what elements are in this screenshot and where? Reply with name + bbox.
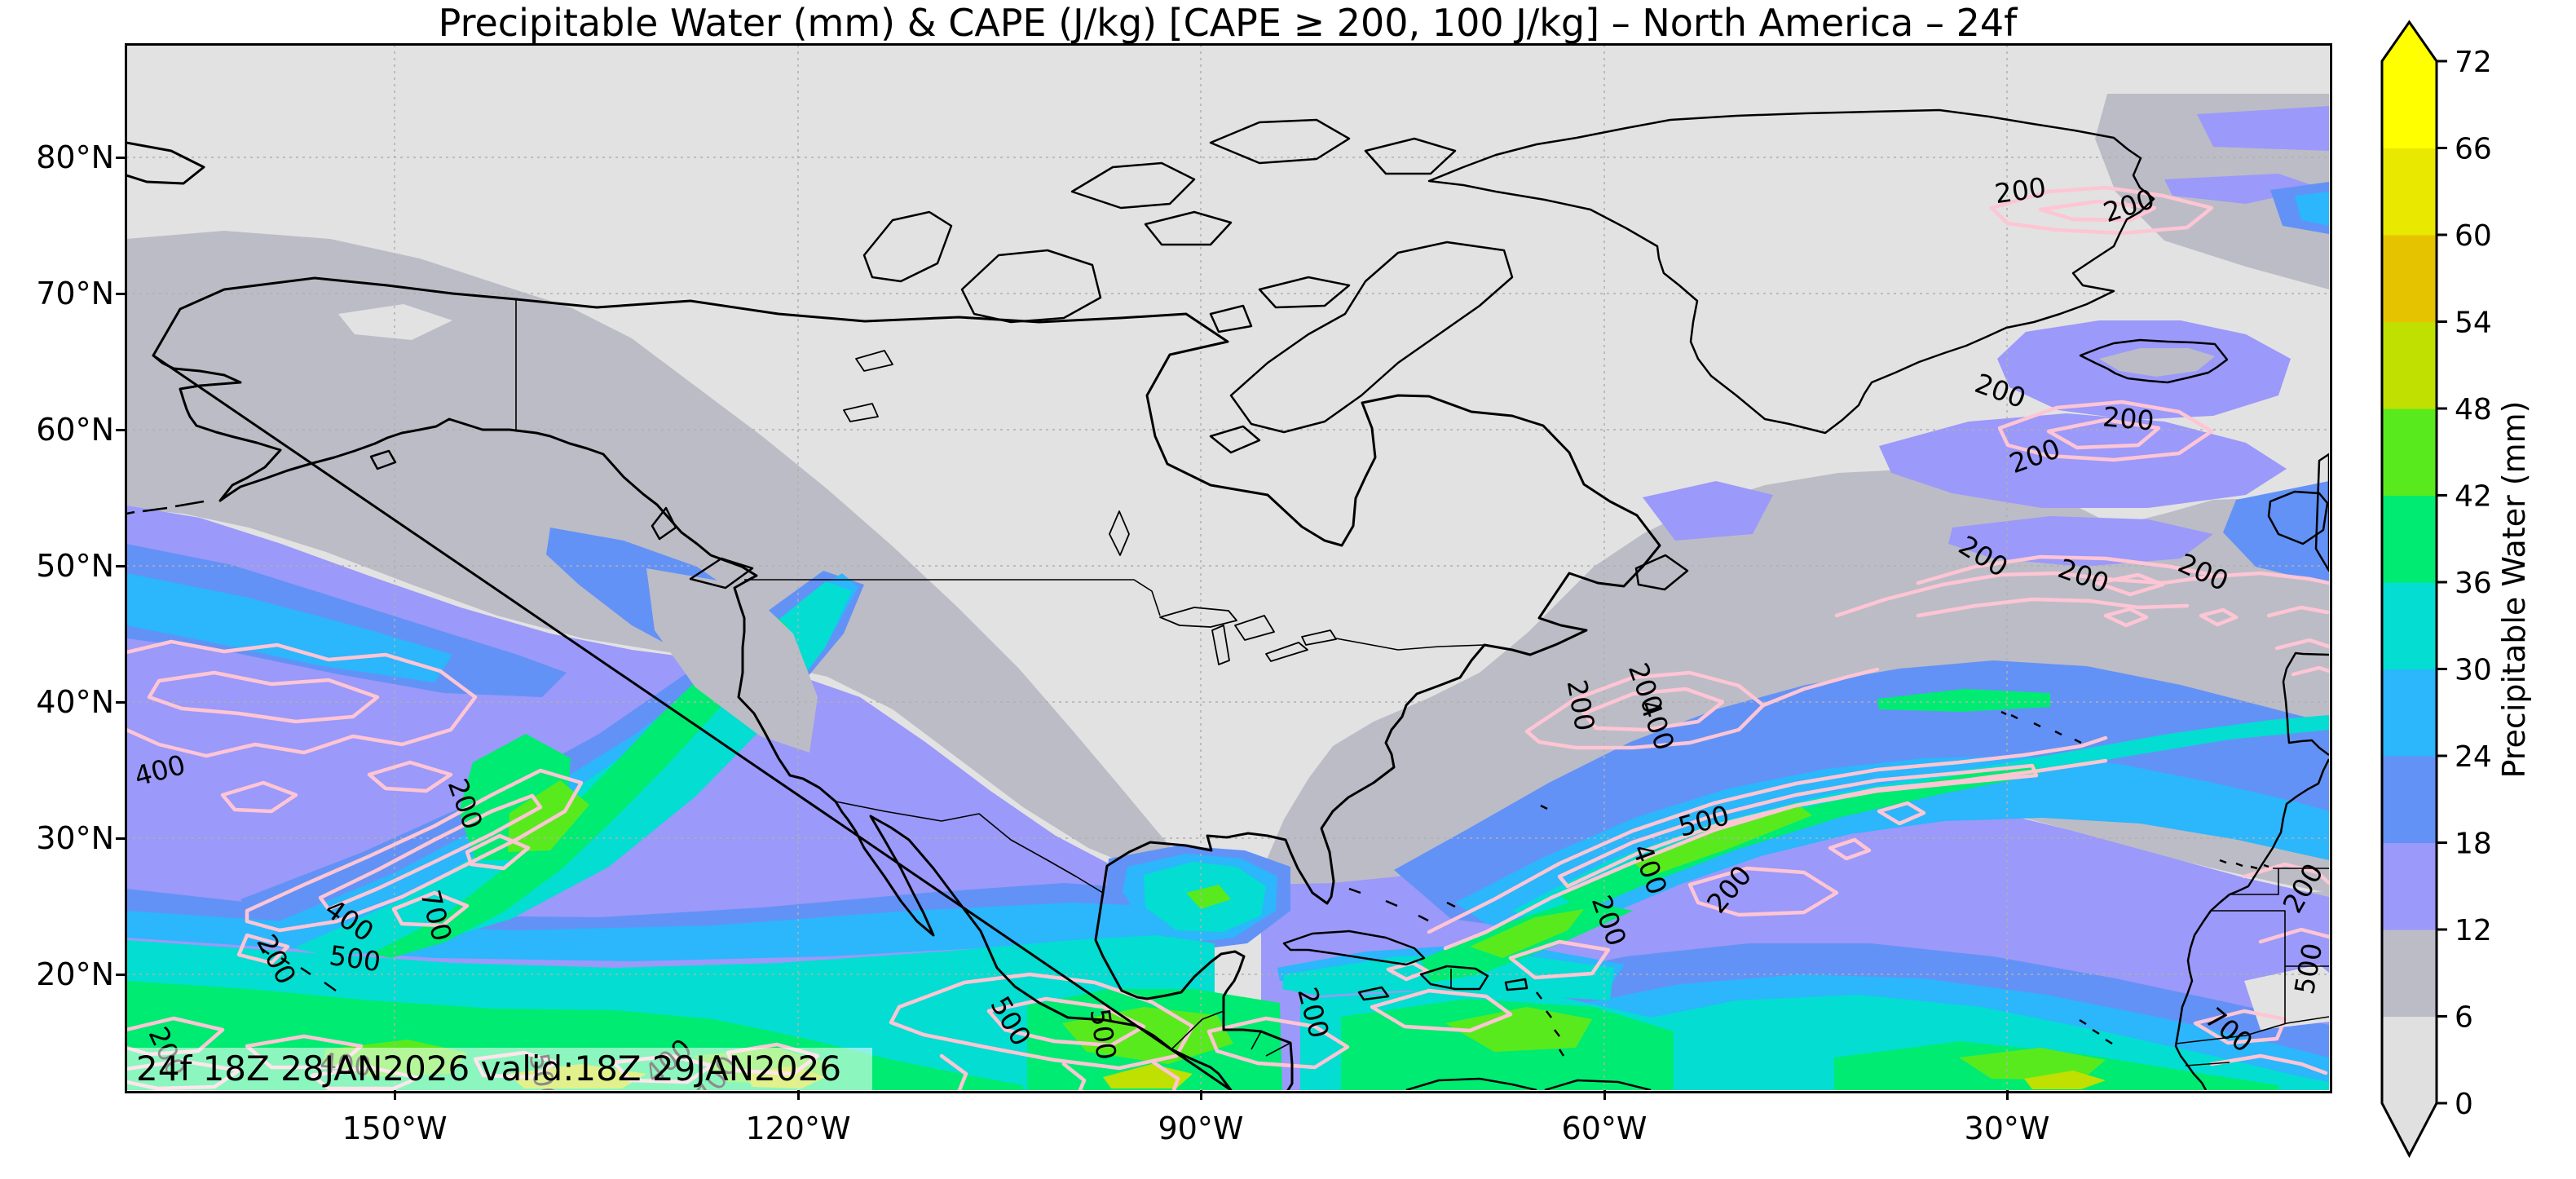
colorbar-segment	[2382, 756, 2437, 844]
colorbar-segment	[2382, 61, 2437, 149]
colorbar-tick-label: 6	[2455, 1001, 2473, 1035]
cape-label: 200	[1992, 171, 2048, 210]
colorbar-tick-label: 0	[2455, 1088, 2473, 1121]
colorbar-segment	[2382, 148, 2437, 236]
colorbar-tick-label: 60	[2455, 219, 2492, 253]
colorbar-segment	[2382, 321, 2437, 409]
colorbar-tick-label: 18	[2455, 828, 2492, 861]
colorbar-tick-label: 42	[2455, 480, 2492, 514]
map-canvas: 4002004005007002002004005004007005005002…	[126, 45, 2329, 1090]
colorbar-tick-label: 48	[2455, 393, 2492, 426]
y-tick-mark	[116, 701, 126, 704]
y-tick-label: 20°N	[36, 956, 114, 992]
colorbar-tick-label: 24	[2455, 740, 2492, 774]
x-tick-label: 90°W	[1158, 1111, 1244, 1146]
x-tick-mark	[394, 1090, 396, 1100]
cape-label: 200	[2102, 400, 2155, 436]
x-tick-label: 30°W	[1964, 1111, 2050, 1146]
y-tick-label: 70°N	[36, 276, 114, 311]
x-tick-label: 150°W	[342, 1111, 448, 1146]
y-tick-label: 40°N	[36, 684, 114, 720]
x-tick-mark	[1603, 1090, 1606, 1100]
colorbar-segment	[2382, 1016, 2437, 1104]
colorbar-extend-under	[2382, 1103, 2437, 1155]
colorbar-label: Precipitable Water (mm)	[2496, 400, 2532, 779]
x-tick-mark	[1200, 1090, 1202, 1100]
colorbar-tick-label: 36	[2455, 567, 2492, 600]
y-tick-mark	[116, 837, 126, 840]
colorbar-segment	[2382, 930, 2437, 1018]
y-tick-label: 80°N	[36, 139, 114, 175]
country-borders	[515, 299, 2329, 1066]
y-tick-label: 50°N	[36, 548, 114, 584]
y-tick-label: 60°N	[36, 412, 114, 448]
colorbar-segment	[2382, 235, 2437, 323]
y-tick-mark	[116, 565, 126, 567]
colorbar-tick-label: 66	[2455, 133, 2492, 166]
colorbar: 0 6 12 18 24 30 36 42 48 54 60 66 72	[2364, 0, 2576, 1179]
colorbar-svg: 0 6 12 18 24 30 36 42 48 54 60 66 72	[2380, 20, 2492, 1159]
colorbar-segment	[2382, 669, 2437, 757]
y-tick-mark	[116, 974, 126, 976]
coastlines	[126, 108, 2329, 1090]
map-svg: 4002004005007002002004005004007005005002…	[126, 45, 2329, 1090]
cape-label: 500	[328, 939, 383, 978]
colorbar-tick-label: 30	[2455, 654, 2492, 687]
colorbar-extend-over	[2382, 22, 2437, 61]
colorbar-tick-label: 54	[2455, 307, 2492, 340]
colorbar-segment	[2382, 582, 2437, 670]
colorbar-segment	[2382, 408, 2437, 497]
x-tick-mark	[2006, 1090, 2009, 1100]
colorbar-segment	[2382, 842, 2437, 930]
y-tick-mark	[116, 157, 126, 159]
timestamp-text: 24f 18Z 28JAN2026 valid:18Z 29JAN2026	[136, 1049, 841, 1088]
chart-title: Precipitable Water (mm) & CAPE (J/kg) [C…	[438, 1, 2018, 45]
colorbar-tick-label: 72	[2455, 46, 2492, 79]
x-tick-label: 120°W	[745, 1111, 851, 1146]
timestamp-band: 24f 18Z 28JAN2026 valid:18Z 29JAN2026	[126, 1048, 872, 1090]
cape-label: 500	[1084, 1006, 1123, 1062]
x-tick-label: 60°W	[1561, 1111, 1647, 1146]
y-tick-mark	[116, 429, 126, 431]
y-tick-label: 30°N	[36, 820, 114, 856]
y-tick-mark	[116, 293, 126, 295]
colorbar-segment	[2382, 495, 2437, 583]
x-tick-mark	[797, 1090, 800, 1100]
colorbar-tick-label: 12	[2455, 914, 2492, 947]
